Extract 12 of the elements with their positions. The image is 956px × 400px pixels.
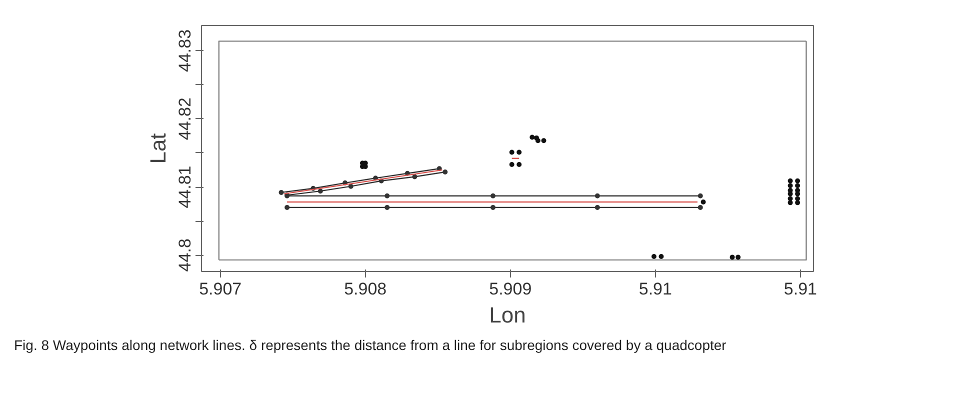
y-tick-label: 44.81 bbox=[176, 166, 194, 208]
x-tick-label: 5.91 bbox=[784, 280, 817, 298]
x-tick-label: 5.909 bbox=[489, 280, 532, 298]
y-axis-title: Lat bbox=[146, 133, 170, 164]
x-tick-label: 5.907 bbox=[199, 280, 242, 298]
x-axis-title: Lon bbox=[489, 302, 526, 328]
y-tick-label: 44.8 bbox=[176, 238, 194, 272]
x-tick-label: 5.908 bbox=[344, 280, 387, 298]
y-tick-label: 44.82 bbox=[176, 98, 194, 140]
x-tick-label: 5.91 bbox=[638, 280, 672, 298]
caption: Fig. 8 Waypoints along network lines. δ represents the distance from a line for subregions covered by a quadcopter bbox=[14, 336, 726, 355]
y-tick-label: 44.83 bbox=[176, 29, 194, 72]
